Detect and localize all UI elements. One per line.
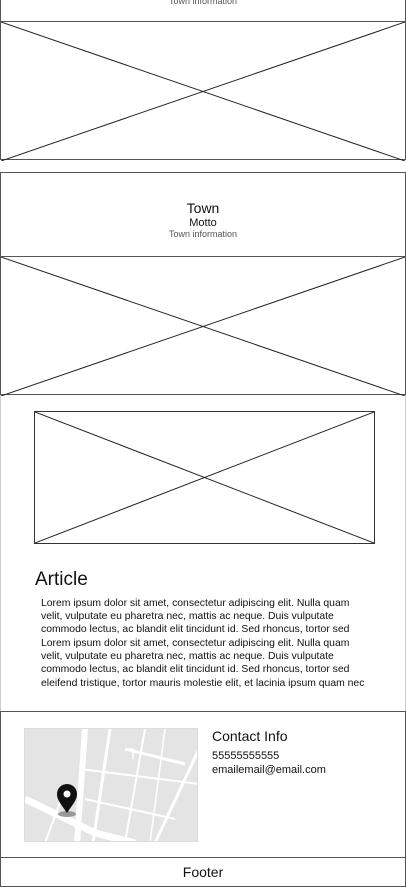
town-image-placeholder — [1, 256, 405, 396]
article-title: Article — [35, 569, 88, 590]
town-image-placeholder — [1, 21, 405, 161]
article-paragraph: Lorem ipsum dolor sit amet, consectetur … — [41, 598, 350, 636]
image-placeholder-icon — [35, 412, 374, 543]
town-title: Town — [186, 200, 220, 216]
town-card-top: Town information — [0, 0, 406, 161]
image-placeholder-icon — [1, 22, 405, 161]
town-info-text: Town information — [168, 229, 238, 239]
town-info-text: Town information — [168, 0, 238, 6]
article-body: Lorem ipsum dolor sit amet, consectetur … — [41, 597, 366, 690]
contact-section: Contact Info 55555555555 emailemail@emai… — [0, 711, 406, 858]
contact-phone[interactable]: 55555555555 — [212, 750, 280, 762]
article-section: Article Lorem ipsum dolor sit amet, cons… — [0, 395, 406, 713]
article-image-placeholder — [34, 411, 375, 544]
image-placeholder-icon — [1, 257, 405, 396]
map-image[interactable] — [24, 728, 198, 842]
footer-label: Footer — [182, 864, 224, 880]
footer: Footer — [0, 857, 406, 887]
contact-title: Contact Info — [212, 728, 288, 744]
town-card[interactable]: Town Motto Town information — [0, 172, 406, 396]
article-paragraph: Lorem ipsum dolor sit amet, consectetur … — [41, 638, 365, 689]
town-motto: Motto — [189, 217, 217, 229]
contact-email[interactable]: emailemail@email.com — [212, 764, 326, 776]
map-icon — [25, 729, 197, 841]
